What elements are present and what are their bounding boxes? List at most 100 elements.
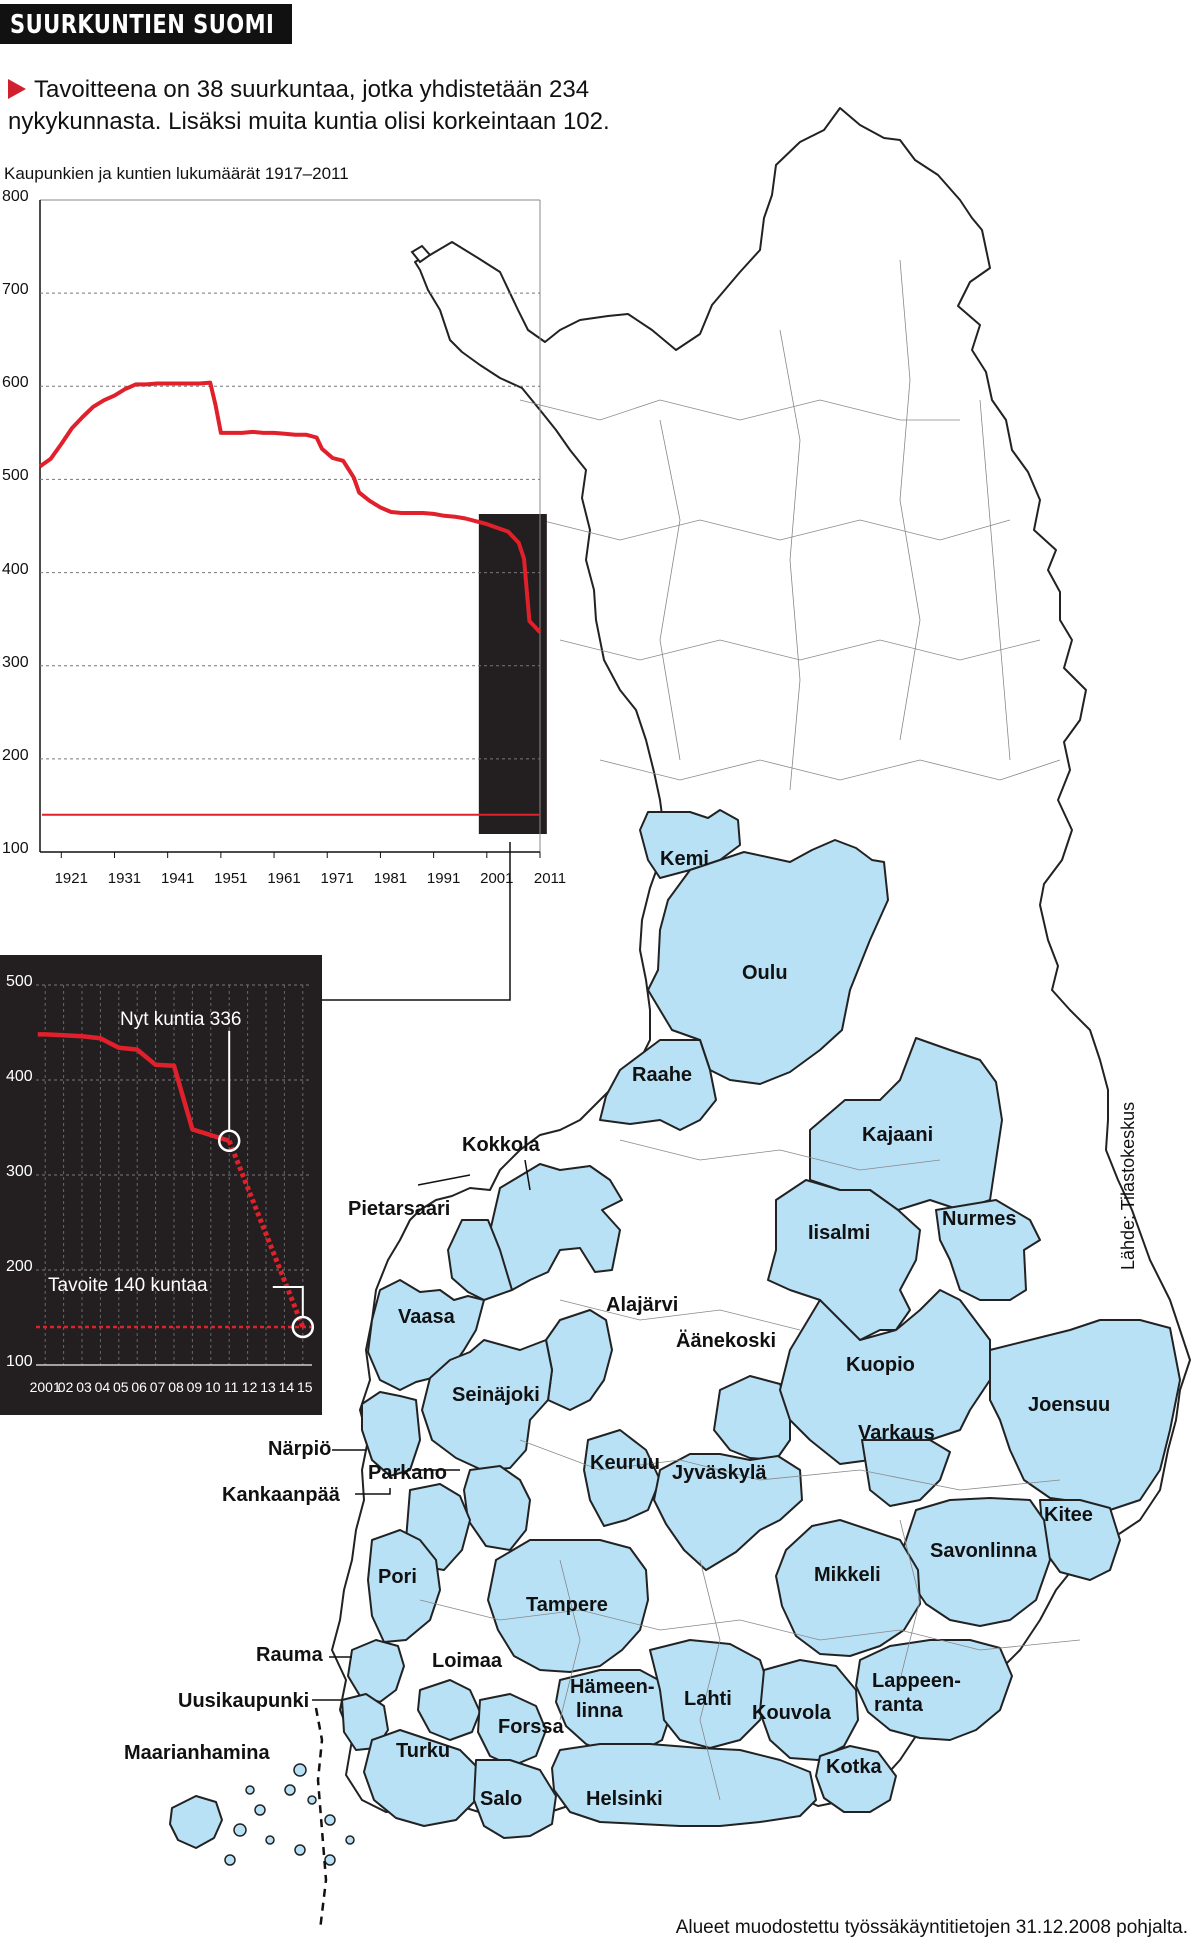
y-tick-label-100: 100 (2, 840, 29, 857)
inset-series-actual (37, 1032, 230, 1143)
inset-background (0, 955, 322, 1415)
label-turku: Turku (396, 1740, 451, 1762)
inset-x-tick-label-13: 13 (260, 1379, 276, 1395)
region-varkaus (861, 1439, 951, 1507)
red-triangle-icon (8, 79, 26, 99)
label-parkano: Parkano (368, 1462, 447, 1484)
label-hameenlinna-1: Hämeen- (570, 1676, 655, 1698)
inset-x-tick-label-02: 02 (57, 1379, 74, 1395)
series-line-municipalities (38, 380, 542, 634)
label-narpio: Närpiö (268, 1438, 332, 1460)
label-varkaus: Varkaus (858, 1422, 935, 1444)
region-iisalmi (767, 1179, 921, 1341)
label-uusikaupunki: Uusikaupunki (178, 1690, 310, 1712)
region-loimaa (417, 1679, 481, 1741)
label-mikkeli: Mikkeli (814, 1564, 881, 1586)
aland-islands (224, 1763, 355, 1866)
label-tampere: Tampere (526, 1594, 608, 1616)
x-tick-label-2011: 2011 (533, 870, 567, 887)
x-tick-label-1981: 1981 (373, 870, 408, 887)
label-maarianhamina: Maarianhamina (124, 1742, 270, 1764)
label-lappeenranta-1: Lappeen- (872, 1670, 961, 1692)
region-nurmes (935, 1199, 1041, 1301)
label-pori: Pori (378, 1566, 417, 1588)
region-jyvaskyla (653, 1453, 803, 1571)
inset-x-tick-label-14: 14 (278, 1379, 295, 1395)
label-kokkola: Kokkola (462, 1134, 540, 1156)
region-maarianhamina (169, 1795, 223, 1849)
region-raahe (599, 1039, 717, 1131)
inset-connector-line (322, 842, 511, 1001)
x-tick-label-1991: 1991 (426, 870, 461, 887)
label-vaasa: Vaasa (398, 1306, 455, 1328)
region-keuruu (583, 1429, 661, 1527)
label-kemi: Kemi (660, 848, 709, 870)
y-tick-label-300: 300 (2, 653, 29, 671)
inset-x-tick-label-09: 09 (186, 1379, 203, 1395)
inset-y-tick-label-200: 200 (6, 1258, 33, 1275)
label-jyvaskyla: Jyväskylä (672, 1462, 767, 1484)
title-bar: SUURKUNTIEN SUOMI (0, 4, 292, 44)
inset-x-tick-label-04: 04 (94, 1379, 111, 1395)
municipality-borders (419, 259, 1081, 1801)
label-kouvola: Kouvola (752, 1702, 831, 1724)
x-tick-label-1921: 1921 (54, 870, 88, 887)
y-tick-label-700: 700 (2, 281, 29, 299)
recent-period-highlight (478, 514, 547, 834)
inset-y-tick-label-400: 400 (6, 1068, 33, 1085)
inset-series-target-projection (226, 1139, 306, 1328)
label-seinajoki: Seinäjoki (452, 1384, 540, 1406)
region-mikkeli (775, 1519, 921, 1657)
chart-title: Kaupunkien ja kuntien lukumäärät 1917–20… (4, 164, 349, 183)
municipality-regions (169, 809, 1181, 1849)
region-aanekoski (713, 1375, 791, 1461)
label-keuruu: Keuruu (590, 1452, 660, 1474)
region-narpio (361, 1391, 421, 1477)
label-nurmes: Nurmes (942, 1208, 1017, 1230)
label-hameenlinna-2: linna (576, 1700, 623, 1722)
inset-x-tick-label-12: 12 (241, 1379, 258, 1395)
label-kajaani: Kajaani (862, 1124, 934, 1146)
x-tick-label-1951: 1951 (214, 870, 248, 887)
inset-x-tick-label-07: 07 (149, 1379, 166, 1395)
label-kankaanpaa: Kankaanpää (222, 1484, 340, 1506)
inset-x-tick-label-10: 10 (205, 1379, 221, 1395)
label-forssa: Forssa (498, 1716, 564, 1738)
y-tick-label-600: 600 (2, 374, 29, 392)
inset-chart (0, 955, 322, 1415)
label-kotka: Kotka (826, 1756, 882, 1778)
y-tick-label-200: 200 (2, 746, 29, 764)
inset-x-tick-label-08: 08 (168, 1379, 184, 1395)
label-kitee: Kitee (1044, 1504, 1093, 1526)
inset-y-tick-label-500: 500 (6, 973, 33, 990)
inset-x-tick-label-03: 03 (76, 1379, 92, 1395)
region-kuopio (779, 1289, 991, 1465)
x-tick-label-1931: 1931 (107, 870, 142, 887)
label-loimaa: Loimaa (432, 1650, 503, 1672)
annotation-marker-0 (217, 1129, 241, 1153)
x-tick-label-2001: 2001 (480, 870, 514, 887)
region-lahti (649, 1639, 771, 1749)
label-raahe: Raahe (632, 1064, 693, 1086)
y-tick-label-500: 500 (2, 467, 29, 485)
region-salo (473, 1759, 557, 1839)
inset-y-tick-label-300: 300 (6, 1163, 33, 1180)
y-tick-label-800: 800 (2, 188, 29, 205)
label-salo: Salo (480, 1788, 523, 1810)
region-tampere (487, 1539, 649, 1673)
label-aanekoski: Äänekoski (676, 1330, 777, 1352)
x-tick-label-1961: 1961 (267, 870, 301, 887)
footnote: Alueet muodostettu työssäkäyntitietojen … (675, 1917, 1188, 1938)
label-oulu: Oulu (742, 962, 788, 984)
finland-arm (410, 244, 432, 264)
region-lappeenranta (855, 1639, 1013, 1741)
annotation-label-1: Tavoite 140 kuntaa (48, 1275, 208, 1296)
label-pietarsaari: Pietarsaari (348, 1198, 451, 1220)
label-kuopio: Kuopio (846, 1354, 915, 1376)
annotation-leader-1 (272, 1286, 304, 1317)
inset-x-tick-label-2001: 2001 (29, 1379, 61, 1395)
region-joensuu (989, 1319, 1181, 1511)
label-rauma: Rauma (256, 1644, 323, 1666)
x-tick-label-1941: 1941 (160, 870, 195, 887)
